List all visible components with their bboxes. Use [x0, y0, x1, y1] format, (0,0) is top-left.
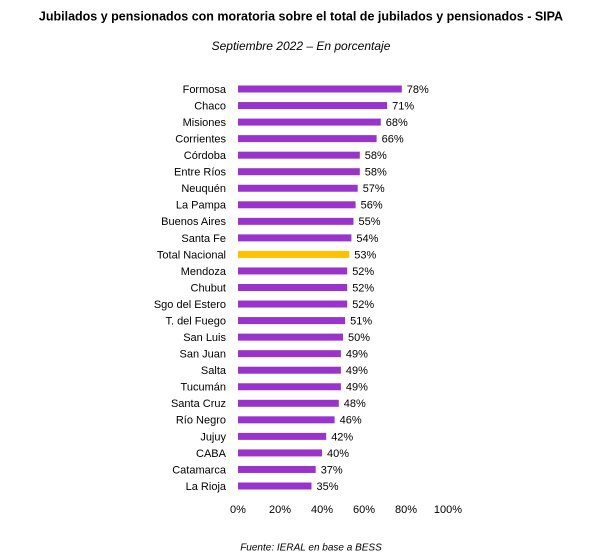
bar	[238, 217, 354, 225]
y-tick-label: San Juan	[180, 349, 226, 361]
y-tick-label: Catamarca	[172, 464, 227, 476]
y-tick-label: Buenos Aires	[161, 216, 226, 228]
y-tick-label: Corrientes	[175, 134, 226, 146]
chart-title: Jubilados y pensionados con moratoria so…	[39, 9, 563, 23]
value-label: 52%	[352, 282, 374, 294]
y-tick-label: San Luis	[183, 332, 226, 344]
bar	[238, 201, 356, 209]
value-label: 49%	[346, 349, 368, 361]
bar	[238, 416, 335, 424]
y-tick-label: Jujuy	[200, 431, 226, 443]
bar	[238, 366, 341, 374]
y-tick-label: Total Nacional	[157, 249, 226, 261]
y-tick-label: Sgo del Estero	[154, 299, 226, 311]
value-label: 56%	[361, 200, 383, 212]
y-tick-label: T. del Fuego	[165, 315, 226, 327]
y-tick-label: Formosa	[183, 84, 227, 96]
bar	[238, 333, 343, 341]
y-tick-label: Chubut	[191, 282, 226, 294]
x-tick-label: 60%	[353, 504, 375, 516]
value-label: 37%	[321, 464, 343, 476]
bar	[238, 151, 360, 159]
bar	[238, 267, 348, 275]
bar	[238, 399, 339, 407]
value-label: 78%	[407, 84, 429, 96]
value-label: 55%	[359, 216, 381, 228]
x-tick-label: 40%	[311, 504, 333, 516]
bar	[238, 135, 377, 143]
value-label: 58%	[365, 150, 387, 162]
bar	[238, 85, 402, 93]
value-label: 51%	[350, 315, 372, 327]
value-label: 71%	[392, 100, 414, 112]
bar	[238, 350, 341, 358]
value-label: 54%	[356, 233, 378, 245]
value-label: 53%	[354, 249, 376, 261]
bar	[238, 432, 327, 440]
bar	[238, 184, 358, 192]
bar	[238, 168, 360, 176]
y-tick-label: CABA	[196, 448, 227, 460]
value-label: 46%	[340, 415, 362, 427]
value-label: 50%	[348, 332, 370, 344]
y-tick-label: La Rioja	[186, 481, 227, 493]
bar	[238, 300, 348, 308]
bar	[238, 118, 381, 126]
value-label: 66%	[382, 134, 404, 146]
x-tick-label: 100%	[434, 504, 462, 516]
bar	[238, 465, 316, 473]
y-tick-label: Mendoza	[181, 266, 227, 278]
y-tick-label: Santa Fe	[181, 233, 226, 245]
bar	[238, 449, 322, 457]
bar	[238, 284, 348, 291]
bar	[238, 102, 388, 110]
y-tick-label: Córdoba	[184, 150, 227, 162]
value-label: 58%	[365, 167, 387, 179]
value-label: 68%	[386, 117, 408, 129]
y-tick-label: Salta	[201, 365, 227, 377]
bar	[238, 250, 350, 258]
bar	[238, 234, 352, 242]
y-tick-label: Chaco	[194, 100, 226, 112]
value-label: 48%	[344, 398, 366, 410]
chart-subtitle: Septiembre 2022 – En porcentaje	[212, 39, 391, 53]
value-label: 40%	[327, 448, 349, 460]
x-tick-label: 0%	[230, 504, 246, 516]
y-tick-label: Río Negro	[176, 415, 226, 427]
value-label: 42%	[331, 431, 353, 443]
x-tick-label: 20%	[269, 504, 291, 516]
y-tick-label: Entre Ríos	[174, 167, 226, 179]
y-tick-label: Tucumán	[181, 382, 226, 394]
value-label: 57%	[363, 183, 385, 195]
value-label: 52%	[352, 266, 374, 278]
y-tick-label: Santa Cruz	[171, 398, 226, 410]
bar	[238, 482, 312, 490]
value-label: 52%	[352, 299, 374, 311]
value-label: 49%	[346, 365, 368, 377]
bar	[238, 317, 346, 325]
value-label: 49%	[346, 382, 368, 394]
y-tick-label: La Pampa	[176, 200, 227, 212]
source: Fuente: IERAL en base a BESS	[240, 543, 382, 554]
value-label: 35%	[317, 481, 339, 493]
bar	[238, 383, 341, 391]
y-tick-label: Misiones	[183, 117, 227, 129]
x-tick-label: 80%	[395, 504, 417, 516]
y-tick-label: Neuquén	[181, 183, 226, 195]
